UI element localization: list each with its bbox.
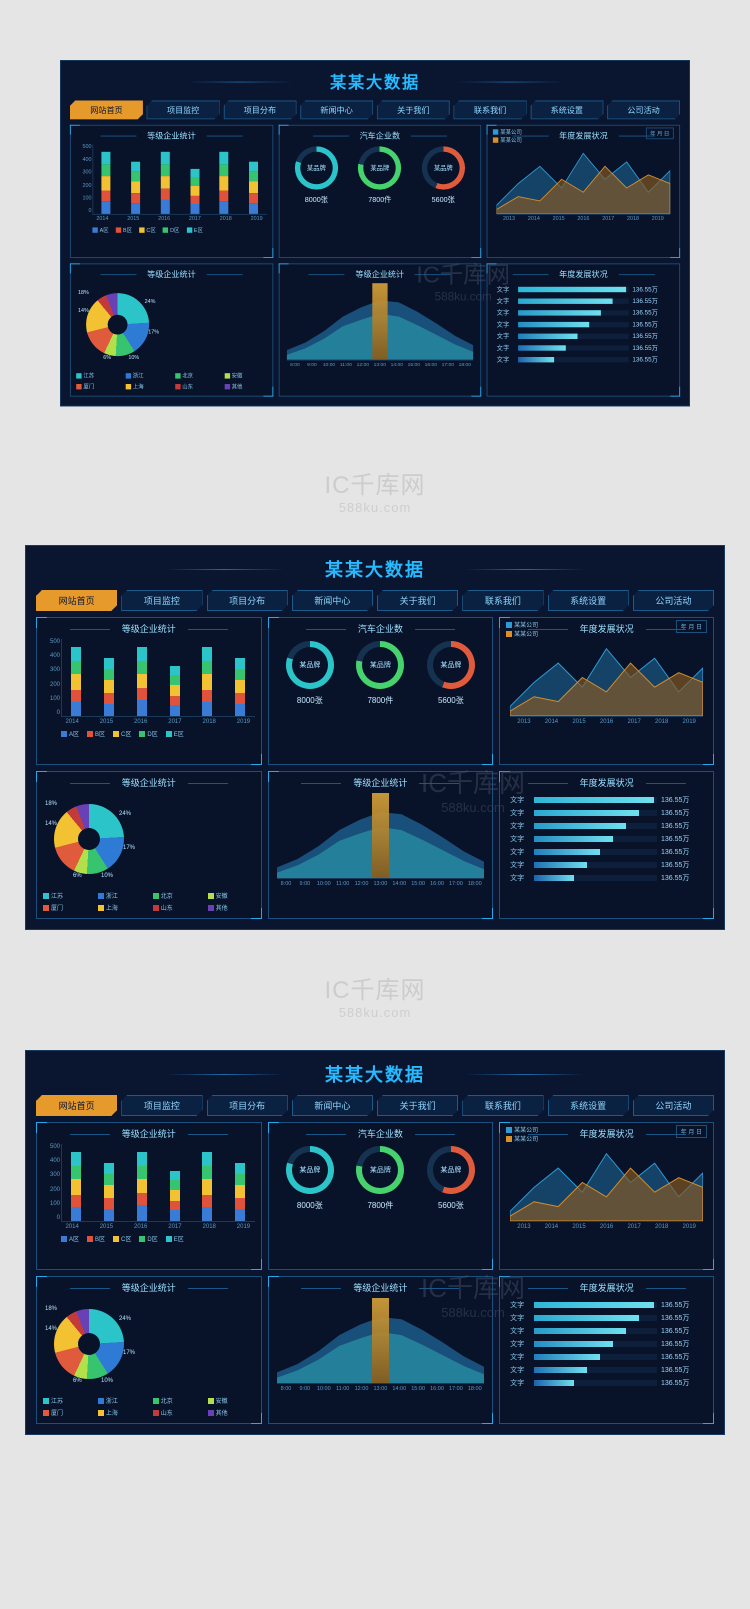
panel-area-top: 年度发展状况某某公司某某公司年 月 日201320142015201620172… [499,1122,714,1270]
nav-item-0[interactable]: 网站首页 [36,590,117,611]
panel-donuts: 汽车企业数某品牌8000张某品牌7800件某品牌5600张 [268,617,494,765]
hbar-row: 文字136.55万 [510,1326,703,1336]
time-toggle[interactable]: 年 月 日 [646,128,674,140]
hbar-row: 文字136.55万 [497,320,671,329]
hbar-row: 文字136.55万 [497,297,671,306]
panel-donuts-title: 汽车企业数 [275,622,487,635]
dashboard-board: 某某大数据 网站首页项目监控项目分布新闻中心关于我们联系我们系统设置公司活动 等… [25,545,725,930]
panel-pie-title: 等级企业统计 [43,776,255,789]
nav-item-3[interactable]: 新闻中心 [292,1095,373,1116]
panel-hbars: 年度发展状况文字136.55万文字136.55万文字136.55万文字136.5… [499,1276,714,1424]
time-toggle[interactable]: 年 月 日 [676,620,707,633]
panel-pie: 等级企业统计24%17%10%6%14%18%江苏浙江北京安徽厦门上海山东其他 [36,771,262,919]
hbar-row: 文字136.55万 [510,808,703,818]
dashboard-instance-2: 某某大数据 网站首页项目监控项目分布新闻中心关于我们联系我们系统设置公司活动 等… [25,545,725,930]
nav-item-0[interactable]: 网站首页 [70,101,143,120]
panel-donuts: 汽车企业数某品牌8000张某品牌7800件某品牌5600张 [268,1122,494,1270]
nav-item-5[interactable]: 联系我们 [454,101,527,120]
hbar-row: 文字136.55万 [510,834,703,844]
hbar-row: 文字136.55万 [510,1313,703,1323]
dashboard-board: 某某大数据 网站首页项目监控项目分布新闻中心关于我们联系我们系统设置公司活动 等… [60,60,690,407]
nav-item-2[interactable]: 项目分布 [223,101,296,120]
panel-wave-title: 等级企业统计 [275,776,487,789]
hbar-row: 文字136.55万 [497,285,671,294]
nav-item-3[interactable]: 新闻中心 [300,101,373,120]
nav-item-7[interactable]: 公司活动 [607,101,680,120]
nav-item-4[interactable]: 关于我们 [377,1095,458,1116]
nav-item-6[interactable]: 系统设置 [548,590,629,611]
hbar-row: 文字136.55万 [510,821,703,831]
nav-item-2[interactable]: 项目分布 [207,590,288,611]
nav-item-6[interactable]: 系统设置 [530,101,603,120]
panel-stacked-bar: 等级企业统计5004003002001000201420152016201720… [70,125,273,258]
hbar-row: 文字136.55万 [497,332,671,341]
nav-bar: 网站首页项目监控项目分布新闻中心关于我们联系我们系统设置公司活动 [70,101,680,120]
nav-bar: 网站首页项目监控项目分布新闻中心关于我们联系我们系统设置公司活动 [36,590,714,611]
panel-pie-title: 等级企业统计 [76,268,266,280]
panel-hbars-title: 年度发展状况 [506,776,707,789]
dashboard-title: 某某大数据 [32,552,718,588]
hbar-row: 文字136.55万 [510,847,703,857]
nav-item-0[interactable]: 网站首页 [36,1095,117,1116]
panel-area-top: 年度发展状况某某公司某某公司年 月 日201320142015201620172… [487,125,680,258]
nav-item-1[interactable]: 项目监控 [121,1095,202,1116]
hbar-row: 文字136.55万 [497,308,671,317]
nav-item-5[interactable]: 联系我们 [462,1095,543,1116]
nav-item-5[interactable]: 联系我们 [462,590,543,611]
panel-wave: 等级企业统计8:009:0010:0011:0012:0013:0014:001… [268,1276,494,1424]
panel-grid: 等级企业统计5004003002001000201420152016201720… [66,125,683,400]
nav-item-7[interactable]: 公司活动 [633,1095,714,1116]
hbar-row: 文字136.55万 [510,860,703,870]
hbar-row: 文字136.55万 [510,1365,703,1375]
dashboard-title: 某某大数据 [32,1057,718,1093]
hbar-row: 文字136.55万 [497,344,671,353]
panel-hbars-title: 年度发展状况 [506,1281,707,1294]
panel-pie: 等级企业统计24%17%10%6%14%18%江苏浙江北京安徽厦门上海山东其他 [70,263,273,396]
panel-donuts-title: 汽车企业数 [275,1127,487,1140]
panel-donuts-title: 汽车企业数 [285,129,475,141]
hbar-row: 文字136.55万 [510,1339,703,1349]
watermark-section-2: IC千库网 588ku.com [0,970,750,1020]
dashboard-board: 某某大数据 网站首页项目监控项目分布新闻中心关于我们联系我们系统设置公司活动 等… [25,1050,725,1435]
panel-stacked-bar-title: 等级企业统计 [43,1127,255,1140]
nav-item-4[interactable]: 关于我们 [377,590,458,611]
hbar-row: 文字136.55万 [510,1378,703,1388]
panel-grid: 等级企业统计5004003002001000201420152016201720… [32,617,718,923]
nav-item-1[interactable]: 项目监控 [147,101,220,120]
panel-grid: 等级企业统计5004003002001000201420152016201720… [32,1122,718,1428]
watermark-section-1: IC千库网 588ku.com [0,465,750,515]
dashboard-title: 某某大数据 [66,66,683,98]
panel-stacked-bar-title: 等级企业统计 [43,622,255,635]
nav-item-7[interactable]: 公司活动 [633,590,714,611]
nav-item-4[interactable]: 关于我们 [377,101,450,120]
panel-pie: 等级企业统计24%17%10%6%14%18%江苏浙江北京安徽厦门上海山东其他 [36,1276,262,1424]
panel-wave: 等级企业统计8:009:0010:0011:0012:0013:0014:001… [278,263,481,396]
panel-wave-title: 等级企业统计 [275,1281,487,1294]
panel-stacked-bar: 等级企业统计5004003002001000201420152016201720… [36,1122,262,1270]
nav-item-3[interactable]: 新闻中心 [292,590,373,611]
panel-hbars: 年度发展状况文字136.55万文字136.55万文字136.55万文字136.5… [487,263,680,396]
panel-pie-title: 等级企业统计 [43,1281,255,1294]
hbar-row: 文字136.55万 [510,1352,703,1362]
hbar-row: 文字136.55万 [497,355,671,364]
nav-bar: 网站首页项目监控项目分布新闻中心关于我们联系我们系统设置公司活动 [36,1095,714,1116]
hbar-row: 文字136.55万 [510,1300,703,1310]
panel-wave-title: 等级企业统计 [285,268,475,280]
dashboard-instance-3: 某某大数据 网站首页项目监控项目分布新闻中心关于我们联系我们系统设置公司活动 等… [25,1050,725,1435]
dashboard-instance-1: 某某大数据 网站首页项目监控项目分布新闻中心关于我们联系我们系统设置公司活动 等… [60,60,690,407]
panel-area-top: 年度发展状况某某公司某某公司年 月 日201320142015201620172… [499,617,714,765]
nav-item-2[interactable]: 项目分布 [207,1095,288,1116]
time-toggle[interactable]: 年 月 日 [676,1125,707,1138]
panel-donuts: 汽车企业数某品牌8000张某品牌7800件某品牌5600张 [278,125,481,258]
panel-hbars: 年度发展状况文字136.55万文字136.55万文字136.55万文字136.5… [499,771,714,919]
panel-stacked-bar-title: 等级企业统计 [76,129,266,141]
nav-item-1[interactable]: 项目监控 [121,590,202,611]
hbar-row: 文字136.55万 [510,795,703,805]
panel-stacked-bar: 等级企业统计5004003002001000201420152016201720… [36,617,262,765]
nav-item-6[interactable]: 系统设置 [548,1095,629,1116]
panel-hbars-title: 年度发展状况 [493,268,674,280]
panel-wave: 等级企业统计8:009:0010:0011:0012:0013:0014:001… [268,771,494,919]
hbar-row: 文字136.55万 [510,873,703,883]
